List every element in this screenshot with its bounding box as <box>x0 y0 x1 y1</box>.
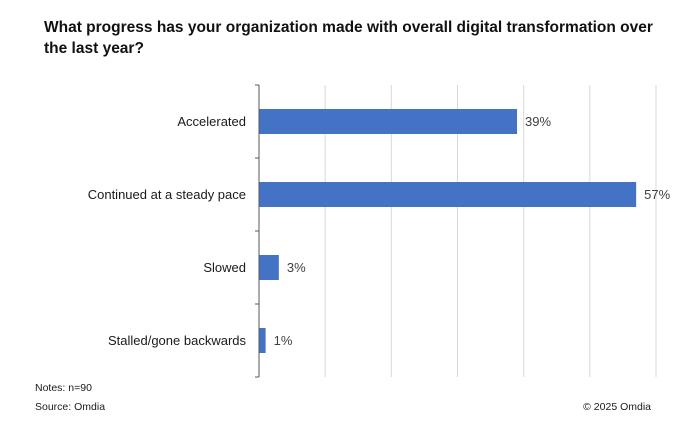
footer-copyright: © 2025 Omdia <box>583 401 651 413</box>
bar <box>259 328 266 353</box>
bars <box>259 109 637 353</box>
data-label: 39% <box>525 114 551 129</box>
data-label: 57% <box>644 187 670 202</box>
category-axis <box>255 84 260 378</box>
data-label: 1% <box>274 333 293 348</box>
footer-source: Source: Omdia <box>35 401 106 413</box>
bar <box>259 182 637 207</box>
bar <box>259 109 518 134</box>
chart-title: What progress has your organization made… <box>44 19 653 57</box>
labels: Accelerated 39% Continued at a steady pace… <box>88 114 671 348</box>
data-label: 3% <box>287 260 306 275</box>
bar <box>259 255 279 280</box>
category-label: Accelerated <box>177 114 246 129</box>
footer-notes: Notes: n=90 <box>35 382 92 394</box>
category-label: Stalled/gone backwards <box>108 333 247 348</box>
category-label: Slowed <box>203 260 246 275</box>
category-label: Continued at a steady pace <box>88 187 246 202</box>
